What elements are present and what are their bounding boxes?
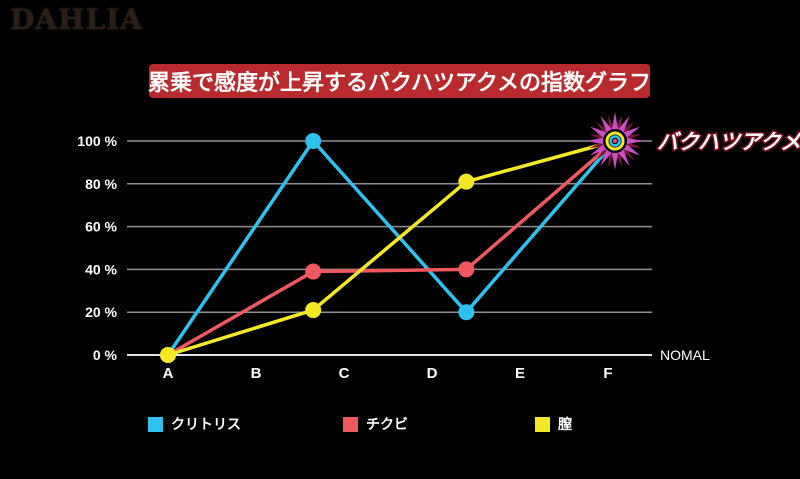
x-tick-label: D — [427, 365, 438, 382]
starburst-ring-inner — [609, 135, 621, 147]
series-line — [166, 139, 617, 356]
starburst-center-dot — [612, 138, 618, 144]
x-tick-label: B — [251, 365, 262, 382]
data-point — [160, 347, 176, 363]
data-point — [458, 304, 475, 321]
legend-label: チクビ — [366, 416, 408, 432]
legend-item-vagina: 膣 — [535, 414, 572, 434]
starburst-ring-outer — [605, 131, 625, 151]
brand-logo: DAHLIA — [10, 3, 143, 36]
axis-end-label: NOMAL — [660, 347, 710, 363]
chart-legend: クリトリス チクビ 膣 — [0, 414, 800, 434]
chart-title-banner: 累乗で感度が上昇するバクハツアクメの指数グラフ — [148, 64, 651, 98]
starburst-label: バクハツアクメ — [657, 129, 800, 154]
chart-title: 累乗で感度が上昇するバクハツアクメの指数グラフ — [148, 70, 651, 95]
y-tick-label: 40 % — [85, 261, 117, 277]
series-line — [167, 139, 617, 357]
x-tick-label: F — [603, 365, 612, 382]
y-tick-label: 60 % — [85, 219, 117, 235]
legend-label: 膣 — [558, 416, 572, 432]
series-line — [167, 139, 616, 357]
legend-swatch-red — [343, 416, 358, 432]
legend-swatch-cyan — [148, 416, 163, 432]
x-tick-label: A — [163, 365, 174, 382]
legend-swatch-yellow — [535, 416, 550, 432]
x-tick-label: E — [515, 365, 525, 382]
x-tick-label: C — [339, 365, 350, 382]
y-tick-label: 100 % — [77, 133, 117, 149]
legend-item-clitoris: クリトリス — [148, 414, 241, 434]
legend-label: クリトリス — [171, 416, 241, 432]
y-tick-label: 0 % — [93, 347, 118, 363]
legend-item-nipple: チクビ — [343, 414, 408, 434]
y-tick-label: 80 % — [85, 176, 117, 192]
data-point — [305, 302, 322, 319]
y-tick-label: 20 % — [85, 304, 117, 320]
data-point — [305, 133, 322, 149]
data-point — [305, 263, 322, 280]
data-point — [458, 173, 475, 190]
data-point — [458, 261, 475, 278]
